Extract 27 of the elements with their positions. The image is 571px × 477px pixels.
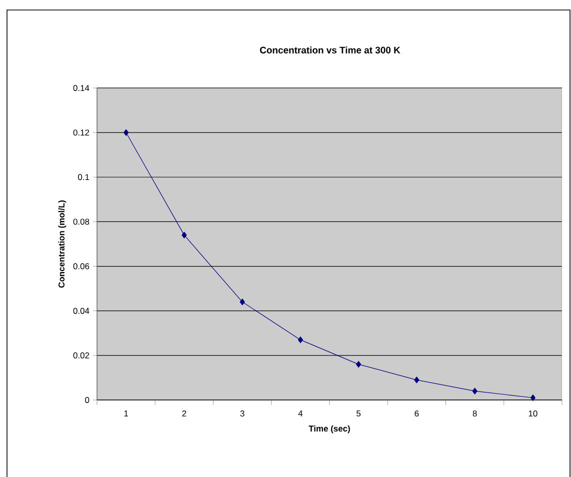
point [182,232,187,238]
point [124,129,129,136]
y-axis-title: Concentration (mol/L) [58,200,66,288]
y-tick-label: 0.12 [73,130,90,136]
point [414,376,420,384]
x-tick-label: 5 [356,410,361,416]
point [530,394,536,402]
point [472,388,478,394]
point [240,298,245,306]
y-tick-label: 0.04 [73,308,90,314]
x-tick-label: 1 [124,410,128,416]
x-tick-label: 2 [182,410,186,416]
x-tick-label: 3 [240,410,244,416]
point [356,361,362,368]
y-tick-label: 0.14 [73,84,90,91]
x-tick-label: 4 [298,410,303,416]
x-axis-title: Time (sec) [308,425,350,434]
x-tick-label: 10 [528,410,538,416]
x-tick-label: 6 [414,410,419,416]
chart-title: Concentration vs Time at 300 K [260,46,400,54]
y-tick-label: 0.02 [73,352,90,358]
y-tick-label: 0 [85,396,90,403]
y-tick-label: 0.08 [73,218,90,225]
y-tick-label: 0.06 [73,263,90,270]
y-tick-label: 0.1 [78,174,90,180]
x-tick-label: 8 [472,410,477,416]
point [298,336,303,344]
